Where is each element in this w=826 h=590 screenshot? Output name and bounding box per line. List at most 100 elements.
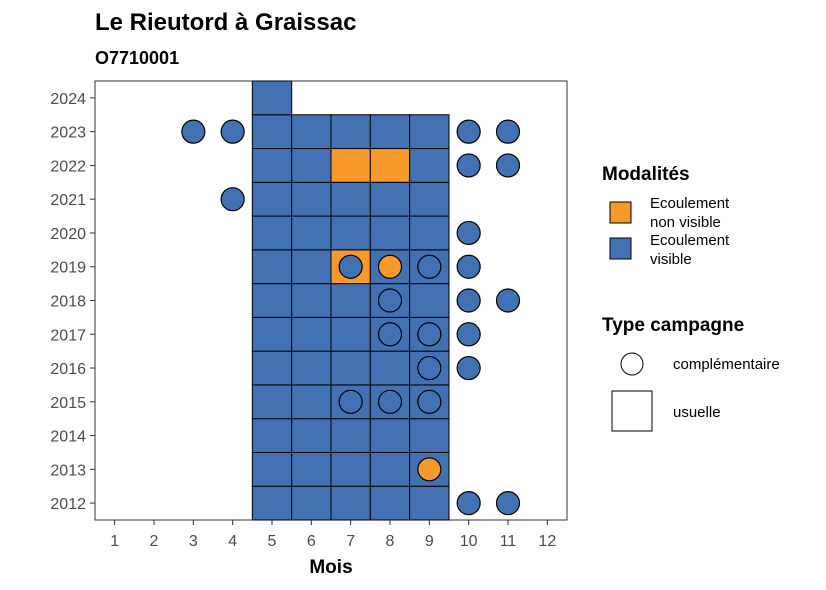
legend-modalites-title: Modalités	[602, 164, 690, 185]
tile-2017-7	[330, 316, 371, 352]
x-tick-label-9: 9	[425, 533, 434, 550]
legend-label-visible-line2: visible	[650, 251, 692, 268]
chart-subtitle: O7710001	[95, 48, 179, 68]
tile-2013-8	[369, 451, 411, 487]
legend-label-usuelle: usuelle	[673, 404, 721, 421]
point-2023-4	[220, 119, 245, 144]
x-tick-label-6: 6	[307, 533, 316, 550]
point-2016-10	[456, 355, 481, 381]
tile-2022-6	[291, 148, 332, 183]
tile-2015-5	[251, 384, 293, 420]
tile-2021-6	[291, 181, 332, 217]
tile-2021-7	[330, 181, 371, 217]
tile-2016-8	[369, 350, 411, 386]
tile-2016-6	[291, 350, 332, 386]
point-2022-11	[495, 153, 521, 178]
tile-2012-6	[291, 485, 332, 521]
tile-2022-9	[409, 148, 450, 183]
point-2021-4	[220, 187, 245, 212]
point-2023-3	[181, 119, 206, 144]
y-tick-label-2014: 2014	[50, 429, 86, 446]
point-2019-9	[417, 254, 442, 279]
y-tick-label-2022: 2022	[50, 158, 86, 175]
y-tick-label-2017: 2017	[50, 327, 86, 344]
x-tick-label-4: 4	[228, 533, 237, 550]
tile-2012-5	[251, 485, 293, 521]
legend-label-non-visible-line2: non visible	[650, 214, 721, 231]
legend-label-visible-line1: Ecoulement	[650, 232, 730, 249]
legend-type: Type campagne complémentaire usuelle	[602, 315, 780, 432]
tile-2017-6	[291, 316, 332, 352]
x-tick-label-10: 10	[460, 533, 478, 550]
tile-2015-6	[291, 384, 332, 420]
tile-2020-8	[369, 215, 411, 251]
tile-2012-8	[369, 485, 411, 521]
point-2012-11	[495, 491, 521, 516]
chart-title: Le Rieutord à Graissac	[95, 9, 356, 36]
tile-2020-7	[330, 215, 371, 251]
y-tick-label-2019: 2019	[50, 260, 86, 277]
y-tick-label-2023: 2023	[50, 125, 86, 142]
tile-2018-9	[409, 283, 450, 318]
legend-type-title: Type campagne	[602, 315, 744, 336]
x-tick-label-1: 1	[110, 533, 119, 550]
tile-2018-6	[291, 283, 332, 318]
tile-2013-6	[291, 451, 332, 487]
y-tick-label-2018: 2018	[50, 294, 86, 311]
x-tick-label-11: 11	[500, 533, 517, 550]
legend-label-non-visible-line1: Ecoulement	[650, 195, 730, 212]
tile-2023-6	[291, 114, 332, 150]
tile-2014-8	[369, 418, 411, 453]
legend-modalites: Modalités Ecoulement non visible Ecoulem…	[602, 164, 730, 268]
tile-2019-6	[291, 249, 332, 285]
point-2017-10	[456, 322, 481, 347]
y-tick-label-2015: 2015	[50, 395, 86, 412]
tile-2012-9	[409, 485, 450, 521]
tile-2019-5	[251, 249, 293, 285]
tile-2014-7	[330, 418, 371, 453]
tile-2023-5	[251, 114, 293, 150]
point-2017-8	[377, 322, 403, 347]
tile-2017-5	[251, 316, 293, 352]
point-2015-8	[377, 389, 403, 414]
point-2015-9	[417, 389, 442, 414]
tile-2016-7	[330, 350, 371, 386]
point-2018-10	[456, 288, 481, 313]
tile-2022-7	[330, 148, 371, 183]
y-tick-label-2012: 2012	[50, 496, 86, 513]
x-axis-title: Mois	[309, 557, 352, 578]
tile-2016-5	[251, 350, 293, 386]
tile-2022-8	[369, 148, 411, 183]
tile-2021-8	[369, 181, 411, 217]
x-tick-label-12: 12	[538, 533, 556, 550]
point-2020-10	[456, 220, 481, 246]
x-tick-label-5: 5	[268, 533, 277, 550]
point-2022-10	[456, 153, 481, 178]
x-tick-label-8: 8	[386, 533, 395, 550]
tile-2013-5	[251, 451, 293, 487]
tile-2018-5	[251, 283, 293, 318]
y-tick-label-2024: 2024	[50, 91, 86, 108]
point-2019-7	[338, 254, 363, 279]
tile-2014-9	[409, 418, 450, 453]
tile-2020-6	[291, 215, 332, 251]
x-tick-label-7: 7	[346, 533, 355, 550]
point-2023-11	[495, 119, 521, 144]
y-axis: 2012 2013 2014 2015 2016 2017 2018 2019 2020 2021…	[50, 91, 95, 513]
y-tick-label-2013: 2013	[50, 462, 86, 479]
tile-2013-7	[330, 451, 371, 487]
legend-circle-icon	[620, 352, 644, 376]
x-axis: 1 2 3 4 5 6 7 8 9 10 11 12	[110, 520, 556, 550]
point-2016-9	[417, 355, 442, 381]
tile-2023-7	[330, 114, 371, 150]
tile-2024-5	[251, 80, 293, 116]
point-2023-10	[456, 119, 481, 144]
point-2019-10	[456, 254, 481, 279]
tile-2021-5	[251, 181, 293, 217]
tile-2022-5	[251, 148, 293, 183]
point-2017-9	[417, 322, 442, 347]
tile-2023-8	[369, 114, 411, 150]
tile-2020-5	[251, 215, 293, 251]
tile-2014-5	[251, 418, 293, 453]
